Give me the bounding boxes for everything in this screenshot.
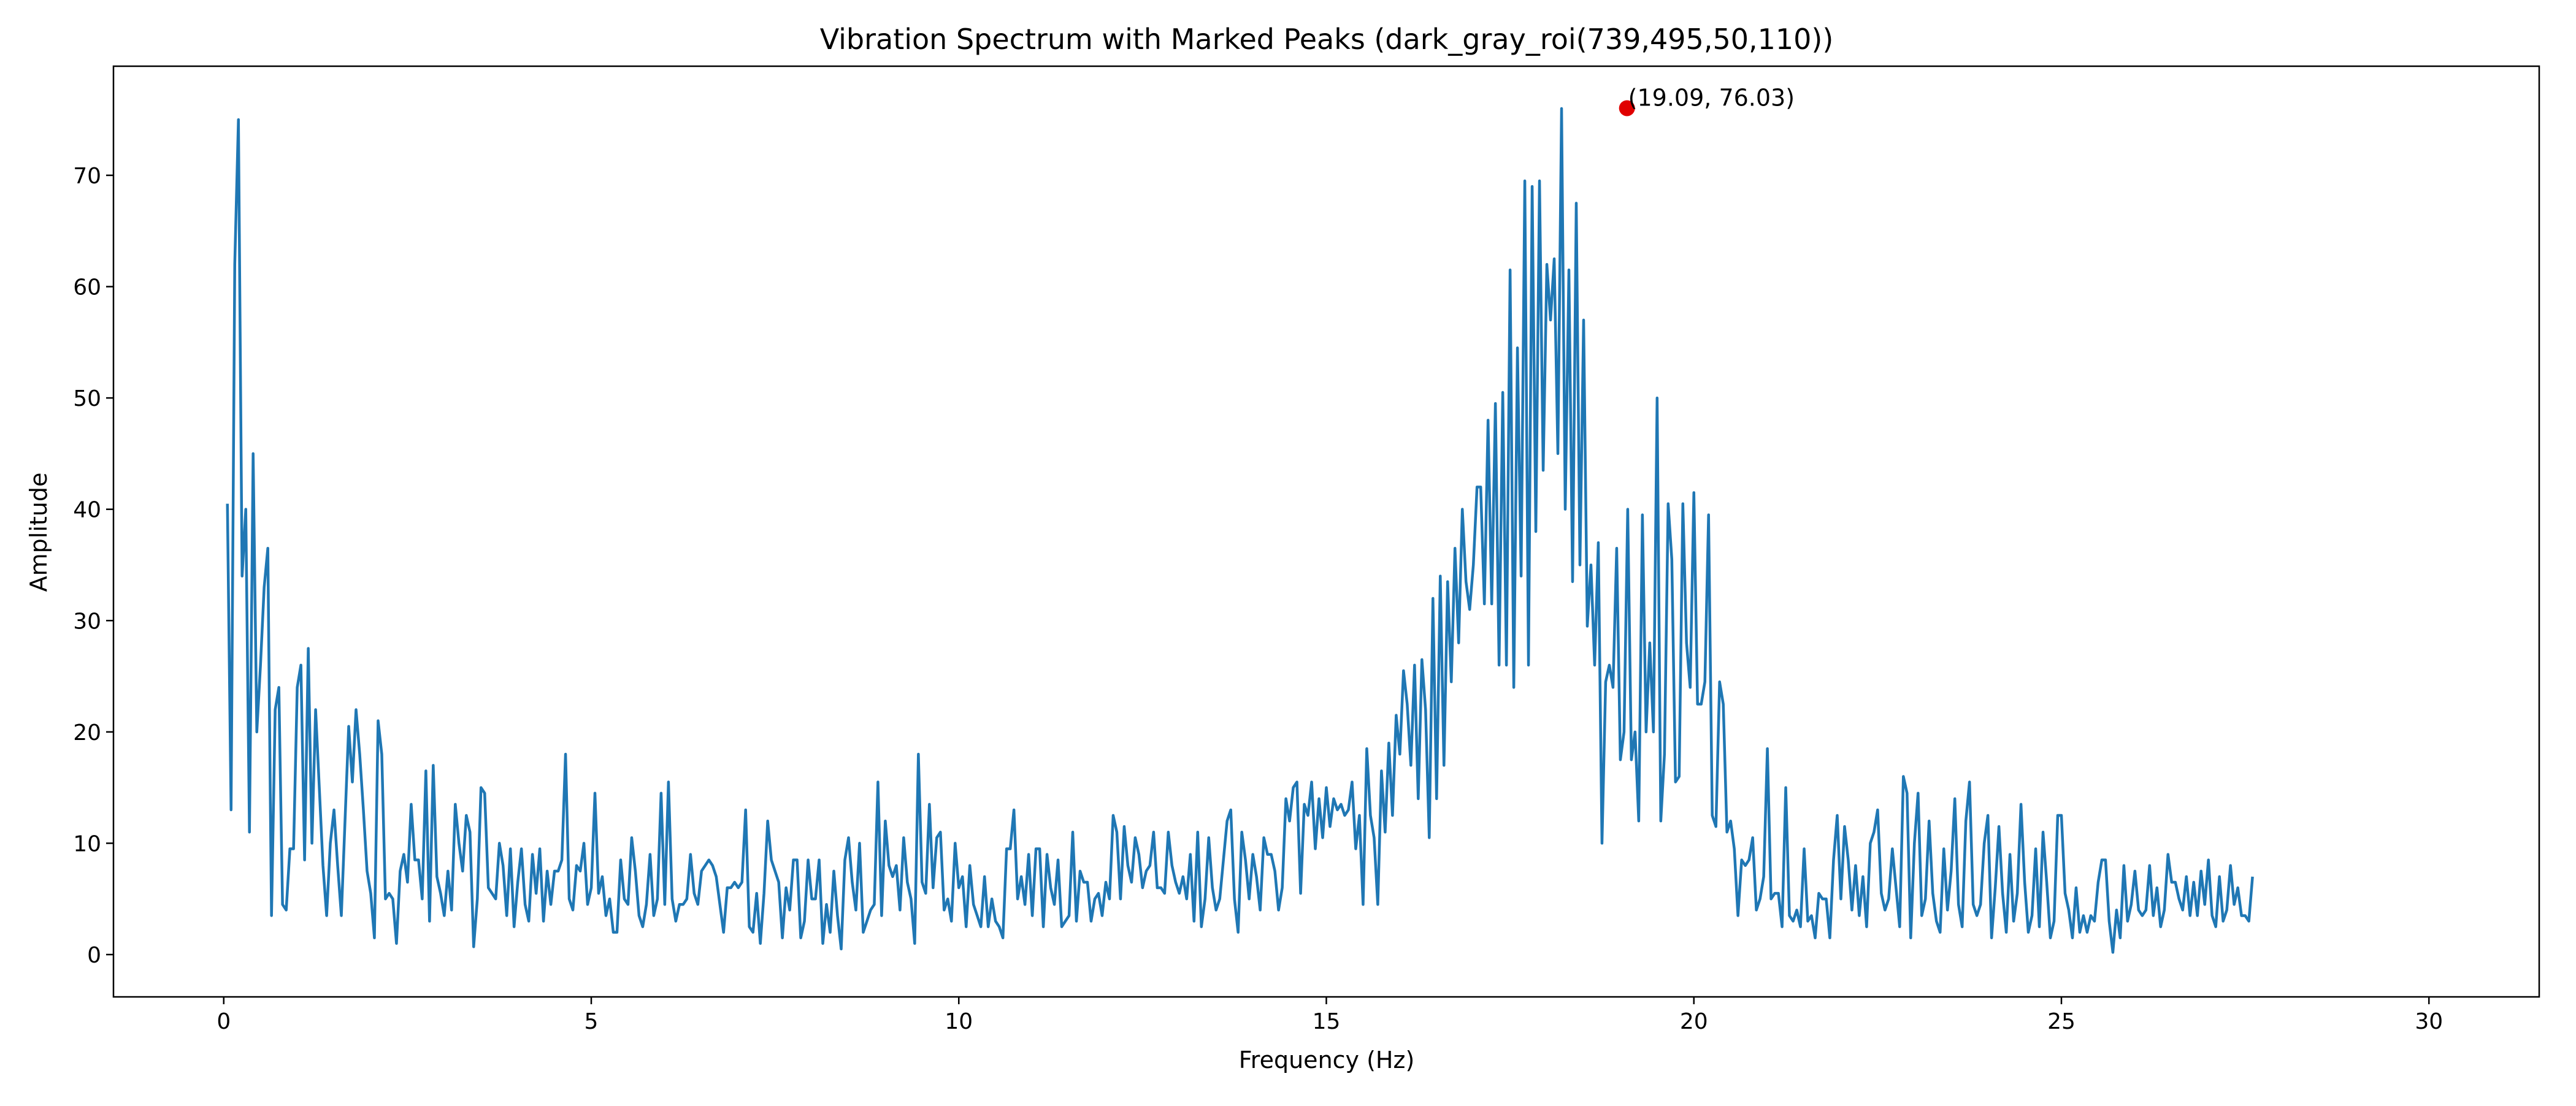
peak-annotation: (19.09, 76.03) xyxy=(1628,84,1795,111)
plot-area: (19.09, 76.03) xyxy=(226,84,2254,954)
y-tick-label: 20 xyxy=(73,720,101,746)
y-tick-label: 50 xyxy=(73,386,101,411)
x-tick-label: 30 xyxy=(2415,1009,2443,1034)
x-tick-label: 20 xyxy=(1680,1009,1708,1034)
x-tick-label: 0 xyxy=(217,1009,231,1034)
chart-title: Vibration Spectrum with Marked Peaks (da… xyxy=(820,23,1834,56)
y-tick-label: 30 xyxy=(73,609,101,634)
x-tick-label: 25 xyxy=(2047,1009,2076,1034)
y-tick-label: 70 xyxy=(73,164,101,189)
y-tick-label: 60 xyxy=(73,275,101,300)
spectrum-line xyxy=(226,107,2254,954)
axis-ticks: 0 5 10 15 20 25 30 0 10 20 30 40 50 60 70 xyxy=(73,164,2443,1034)
y-tick-label: 40 xyxy=(73,498,101,523)
y-tick-label: 10 xyxy=(73,831,101,856)
plot-frame xyxy=(112,65,2540,998)
y-tick-label: 0 xyxy=(87,943,101,968)
x-tick-label: 5 xyxy=(585,1009,599,1034)
peak-marker xyxy=(1619,100,1635,116)
x-axis-label: Frequency (Hz) xyxy=(1239,1047,1415,1074)
x-tick-label: 10 xyxy=(945,1009,973,1034)
y-axis-label: Amplitude xyxy=(25,473,52,592)
x-tick-label: 15 xyxy=(1313,1009,1341,1034)
